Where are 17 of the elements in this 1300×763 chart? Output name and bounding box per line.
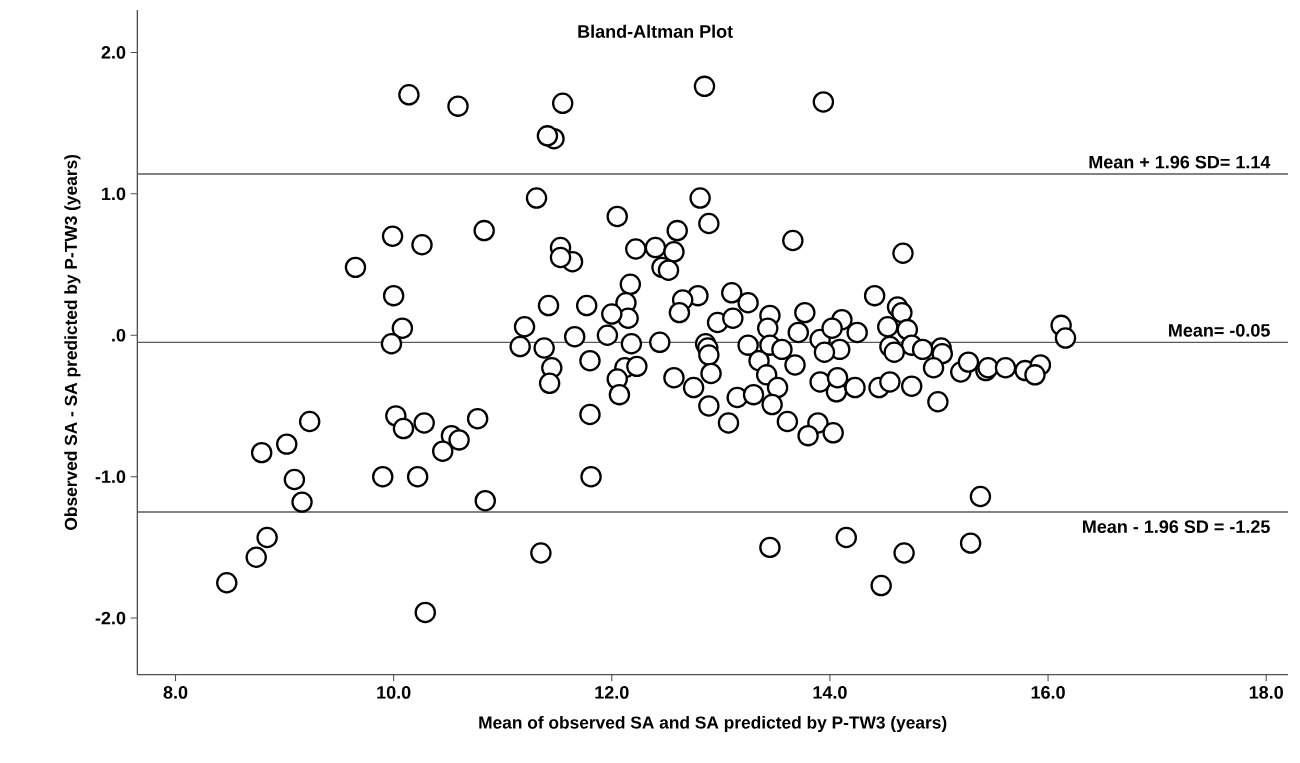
x-tick-label: 10.0 xyxy=(377,686,411,699)
x-tick-label: 8.0 xyxy=(163,686,188,699)
ref-line-label: Mean + 1.96 SD= 1.14 xyxy=(1089,155,1271,169)
x-axis-title: Mean of observed SA and SA predicted by P-TW3 (years) xyxy=(479,715,947,733)
ref-line-label: Mean= -0.05 xyxy=(1169,323,1270,337)
y-tick-label: 2.0 xyxy=(101,46,126,59)
y-tick-label: -1.0 xyxy=(95,470,126,484)
y-tick-label: .0 xyxy=(112,328,126,342)
text: Bland-Altman Plot xyxy=(578,24,733,38)
x-tick-label: 12.0 xyxy=(595,686,629,699)
y-tick-label: 1.0 xyxy=(102,187,126,201)
x-tick-label: 14.0 xyxy=(813,686,847,699)
y-axis-title: Observed SA - SA predicted by P-TW3 (years) xyxy=(64,154,81,530)
y-tick-label: -2.0 xyxy=(95,611,126,625)
x-tick-label: 16.0 xyxy=(1031,686,1065,699)
ref-line-label: Mean - 1.96 SD = -1.25 xyxy=(1083,520,1270,534)
x-tick-label: 18.0 xyxy=(1249,686,1283,699)
